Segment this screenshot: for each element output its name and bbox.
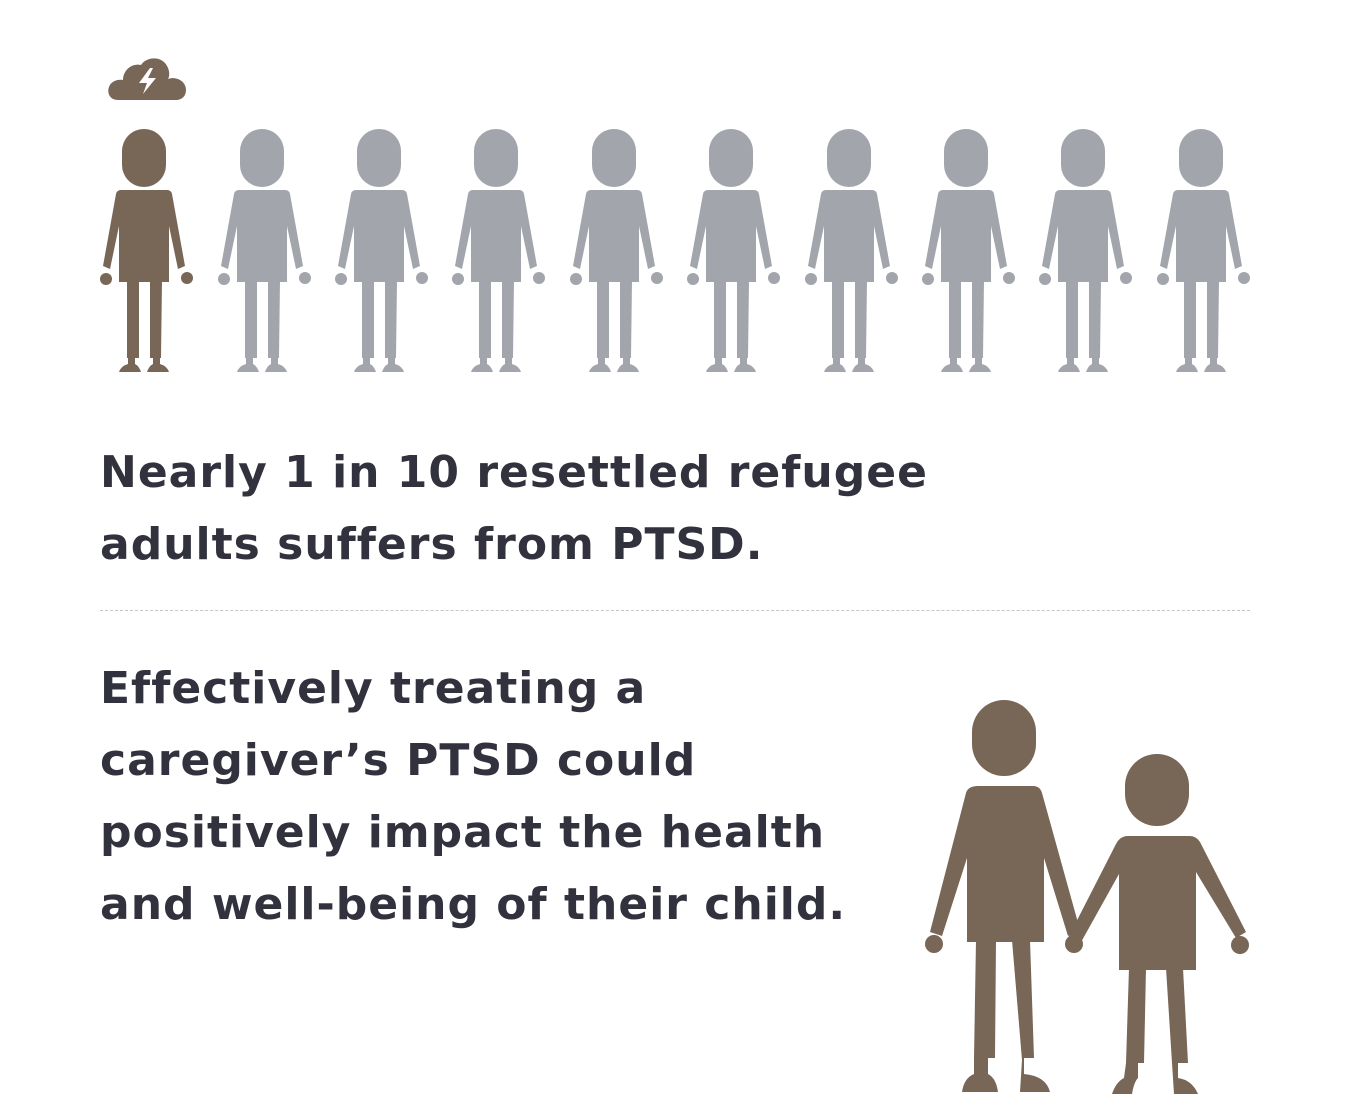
- person-icon: [218, 129, 311, 372]
- adult-and-child-holding-hands-icon: [925, 700, 1249, 1094]
- person-icon: [805, 129, 898, 372]
- ptsd-prevalence-statement: Nearly 1 in 10 resettled refugee adults …: [100, 447, 928, 570]
- divider: [100, 610, 1250, 611]
- person-icon: [1039, 129, 1132, 372]
- caregiver-treatment-statement: Effectively treating a caregiver’s PTSD …: [100, 663, 847, 930]
- figure-row: [0, 126, 1350, 378]
- highlighted-person-icon: [100, 129, 193, 372]
- person-icon: [687, 129, 780, 372]
- person-icon: [335, 129, 428, 372]
- person-icon: [452, 129, 545, 372]
- storm-cloud-icon: [108, 58, 186, 100]
- person-icon: [570, 129, 663, 372]
- person-icon: [1157, 129, 1250, 372]
- person-icon: [922, 129, 1015, 372]
